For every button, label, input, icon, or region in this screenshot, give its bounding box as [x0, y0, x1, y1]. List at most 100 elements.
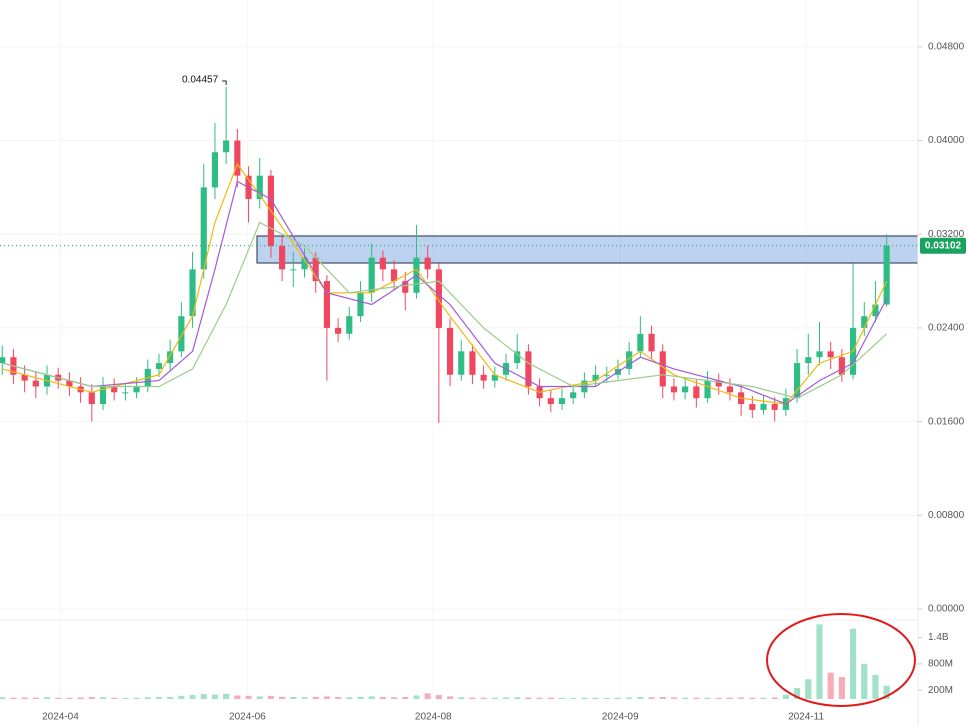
candle-body: [592, 374, 599, 381]
candle-body: [838, 357, 845, 375]
max-label: 0.04457: [182, 75, 219, 86]
candle-body: [648, 333, 655, 352]
grid: [0, 46, 918, 610]
max-marker: [222, 80, 227, 86]
volume-bar: [536, 697, 543, 699]
volume-bar: [771, 697, 778, 699]
volume-bar: [167, 696, 174, 699]
candle-body: [805, 357, 812, 364]
volume-bar: [0, 697, 6, 699]
candle-body: [794, 363, 801, 399]
candle-body: [402, 281, 409, 293]
volume-bar: [838, 677, 845, 699]
volume-bar: [402, 697, 409, 699]
candle-body: [223, 140, 230, 153]
candle-body: [32, 380, 39, 387]
volume-bar: [458, 697, 465, 699]
y-tick-label: 0.04800: [928, 41, 965, 52]
y-tick-label: 0.00800: [928, 510, 965, 521]
volume-bar: [77, 697, 84, 699]
candle-body: [872, 304, 879, 317]
candle-body: [670, 386, 678, 393]
volume-bar: [592, 697, 599, 699]
volume-bar: [883, 685, 890, 699]
candle-body: [189, 269, 196, 317]
candle-body: [88, 392, 95, 405]
candle-body: [290, 269, 297, 271]
volume-bar: [715, 697, 722, 699]
candle-body: [133, 386, 140, 393]
volume-bar: [637, 697, 644, 699]
volume-bar: [312, 696, 319, 699]
candle-body: [99, 386, 107, 405]
volume-bar: [357, 696, 364, 699]
candle-body: [368, 257, 375, 293]
volume-bar: [256, 696, 263, 699]
volume-bar: [581, 697, 588, 699]
volume-bar: [21, 697, 28, 699]
volume-bar: [413, 695, 420, 699]
volume-bar: [614, 697, 622, 699]
candle-body: [704, 380, 711, 399]
volume-bar: [178, 695, 185, 699]
volume-bar: [301, 697, 308, 699]
x-tick-label: 2024-09: [602, 712, 639, 723]
last-price-box: [920, 237, 966, 254]
x-tick-label: 2024-04: [42, 712, 79, 723]
volume-bar: [861, 663, 868, 699]
volume-bar: [558, 697, 566, 699]
candle-body: [570, 392, 577, 399]
candle-body: [435, 269, 442, 328]
volume-bar: [200, 694, 207, 699]
moving-average: [2, 180, 888, 405]
highlight-zone: [256, 235, 919, 264]
candle-body: [637, 333, 644, 352]
volume-bar: [491, 697, 498, 699]
candle-body: [771, 404, 778, 410]
candle-body: [346, 316, 353, 334]
candle-body: [693, 386, 700, 399]
y-tick-label: 0.04000: [928, 135, 965, 146]
candle-body: [603, 374, 610, 376]
candle-body: [21, 374, 28, 381]
candle-body: [155, 363, 163, 369]
candle-body: [816, 351, 823, 358]
candle-body: [66, 380, 73, 387]
volume-bar: [626, 697, 633, 699]
candle-body: [178, 316, 185, 352]
candle-body: [424, 257, 431, 270]
candle-body: [458, 351, 465, 375]
volume-bar: [346, 697, 353, 699]
candle-body: [514, 351, 521, 364]
volume-bar: [502, 697, 510, 699]
volume-bar: [469, 697, 476, 699]
volume-bar: [749, 697, 756, 699]
candle-body: [883, 245, 890, 305]
volume-bar: [290, 697, 297, 699]
candle-body: [200, 187, 207, 270]
volume-bar: [279, 696, 286, 699]
volume-bar: [682, 697, 689, 699]
candle-body: [446, 327, 454, 375]
candle-body: [491, 374, 498, 381]
volume-bar: [379, 697, 386, 699]
candle-body: [0, 357, 6, 364]
volume-bar: [827, 672, 834, 699]
volume-bar: [738, 697, 745, 699]
volume-bar: [782, 694, 789, 699]
volume-bar: [525, 697, 532, 699]
volume-bar: [446, 696, 454, 699]
y-tick-label: 0.00000: [928, 604, 965, 615]
candle-body: [357, 292, 364, 317]
candle-body: [682, 386, 689, 393]
y-tick-label: 0.03200: [928, 229, 965, 240]
volume-bar: [390, 697, 398, 699]
volume-bar: [760, 697, 767, 699]
volume-bar: [122, 697, 129, 699]
volume-bar: [805, 679, 812, 699]
candle-body: [861, 316, 868, 328]
volume-bar: [144, 697, 151, 699]
volume-bar: [514, 697, 521, 699]
candle-body: [256, 175, 263, 200]
